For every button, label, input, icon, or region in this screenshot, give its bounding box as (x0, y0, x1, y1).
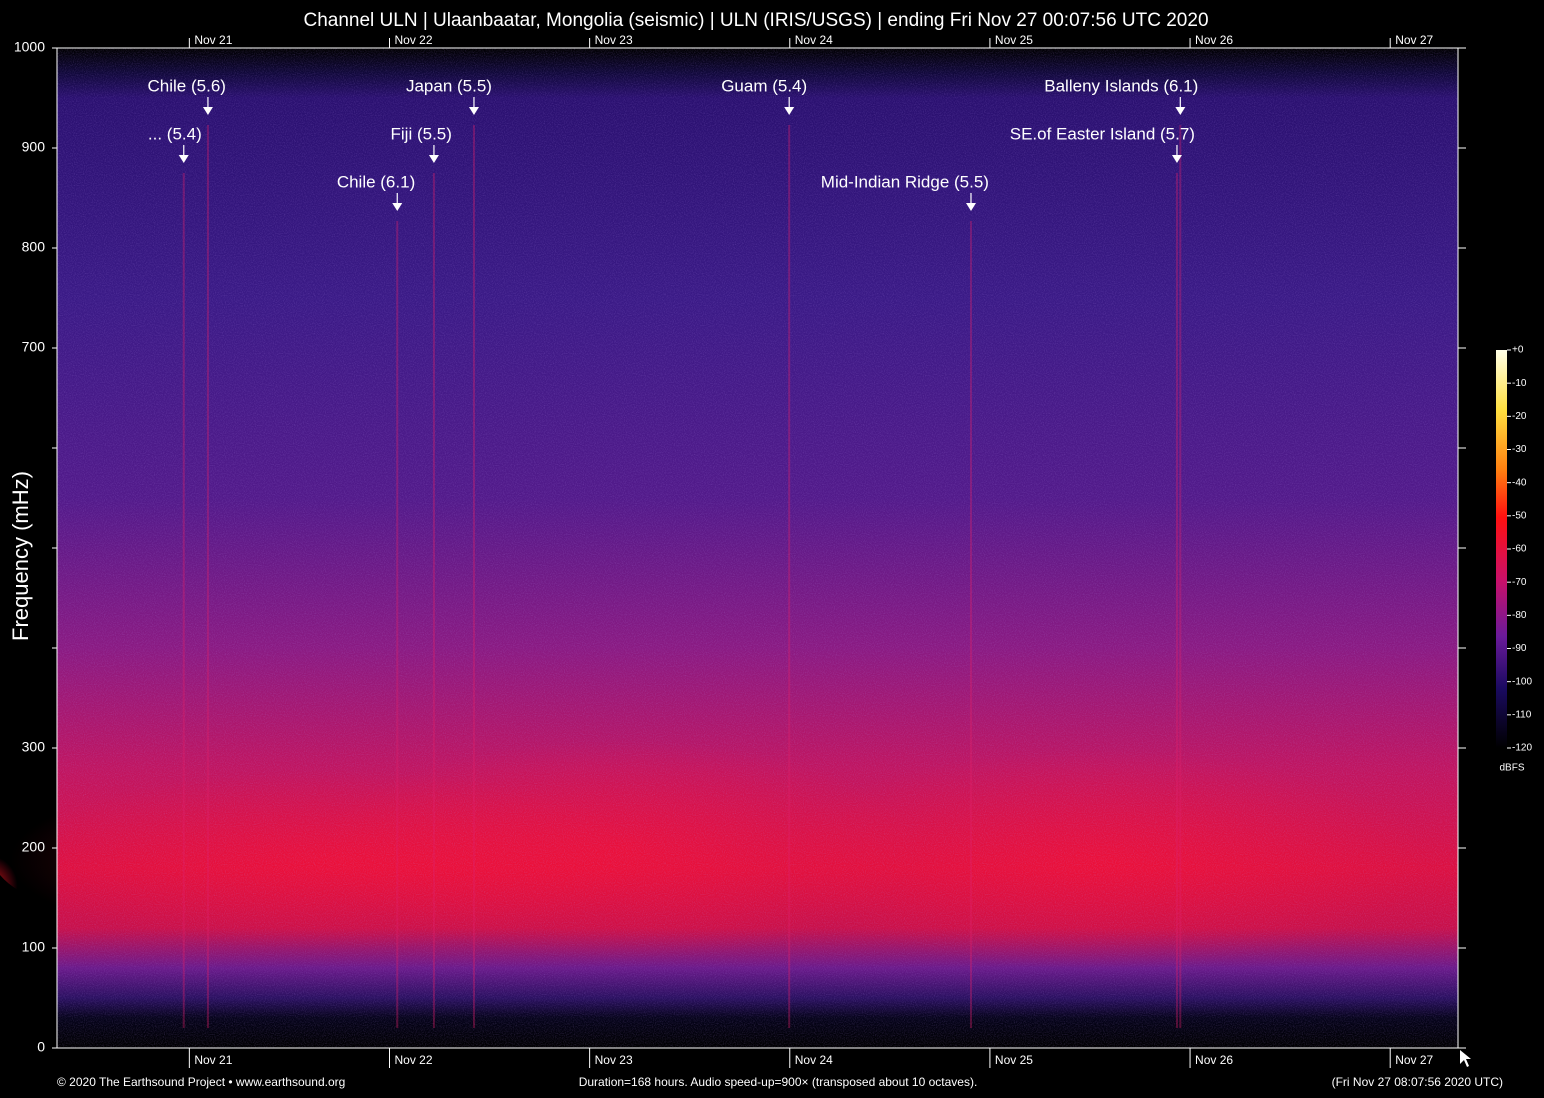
x-tick-label: Nov 23 (595, 1053, 633, 1067)
event-label: Fiji (5.5) (391, 124, 452, 143)
colorbar-tick-label: -40 (1512, 477, 1527, 488)
colorbar-tick-label: -10 (1512, 378, 1527, 389)
y-tick-label: 300 (22, 739, 46, 755)
footer-credit: © 2020 The Earthsound Project • www.eart… (57, 1075, 345, 1089)
colorbar-label: dBFS (1499, 763, 1524, 774)
event-arrowhead (392, 203, 403, 211)
y-tick-label: 1000 (14, 39, 45, 55)
plot-area (0, 48, 1458, 1048)
y-tick-label: 700 (22, 339, 46, 355)
colorbar-tick-label: -70 (1512, 577, 1527, 588)
x-tick-label-top: Nov 25 (995, 33, 1033, 47)
event-arrowhead (468, 107, 479, 115)
colorbar-tick-label: -30 (1512, 444, 1527, 455)
x-tick-label: Nov 22 (394, 1053, 432, 1067)
colorbar-tick-label: -120 (1512, 743, 1532, 754)
colorbar (1496, 350, 1507, 748)
x-tick-label-top: Nov 23 (595, 33, 633, 47)
colorbar-tick-label: -90 (1512, 643, 1527, 654)
chart-title: Channel ULN | Ulaanbaatar, Mongolia (sei… (303, 10, 1208, 31)
colorbar-tick-label: -80 (1512, 610, 1527, 621)
colorbar-tick-label: -60 (1512, 544, 1527, 555)
colorbar-tick-label: -100 (1512, 676, 1532, 687)
event-label: Japan (5.5) (406, 76, 492, 95)
x-tick-label: Nov 26 (1195, 1053, 1233, 1067)
colorbar-tick-label: +0 (1512, 345, 1524, 356)
x-tick-label-top: Nov 26 (1195, 33, 1233, 47)
x-tick-label-top: Nov 24 (795, 33, 833, 47)
event-arrowhead (178, 155, 189, 163)
y-tick-label: 900 (22, 139, 46, 155)
event-label: ... (5.4) (148, 124, 202, 143)
x-tick-label: Nov 21 (194, 1053, 232, 1067)
footer-info: Duration=168 hours. Audio speed-up=900× … (579, 1075, 978, 1089)
y-tick-label: 0 (37, 1039, 45, 1055)
cursor-icon (1460, 1050, 1471, 1067)
colorbar-tick-label: -20 (1512, 411, 1527, 422)
x-tick-label: Nov 27 (1395, 1053, 1433, 1067)
x-tick-label-top: Nov 21 (194, 33, 232, 47)
colorbar-tick-label: -50 (1512, 510, 1527, 521)
event-arrowhead (965, 203, 976, 211)
event-arrowhead (202, 107, 213, 115)
event-label: Mid-Indian Ridge (5.5) (821, 172, 989, 191)
x-tick-label-top: Nov 27 (1395, 33, 1433, 47)
event-label: Balleny Islands (6.1) (1044, 76, 1198, 95)
event-arrowhead (428, 155, 439, 163)
noise-texture (57, 48, 1458, 1048)
event-label: Chile (6.1) (337, 172, 415, 191)
event-label: SE.of Easter Island (5.7) (1010, 124, 1195, 143)
event-arrowhead (1175, 107, 1186, 115)
x-tick-label: Nov 25 (995, 1053, 1033, 1067)
colorbar-tick-label: -110 (1512, 709, 1532, 720)
x-tick-label: Nov 24 (795, 1053, 833, 1067)
y-axis-label: Frequency (mHz) (8, 471, 33, 641)
event-label: Chile (5.6) (148, 76, 226, 95)
y-tick-label: 800 (22, 239, 46, 255)
event-arrowhead (1171, 155, 1182, 163)
footer-time: (Fri Nov 27 08:07:56 2020 UTC) (1332, 1075, 1503, 1089)
event-arrowhead (784, 107, 795, 115)
x-tick-label-top: Nov 22 (394, 33, 432, 47)
y-tick-label: 200 (22, 839, 46, 855)
event-label: Guam (5.4) (721, 76, 807, 95)
y-tick-label: 100 (22, 939, 46, 955)
